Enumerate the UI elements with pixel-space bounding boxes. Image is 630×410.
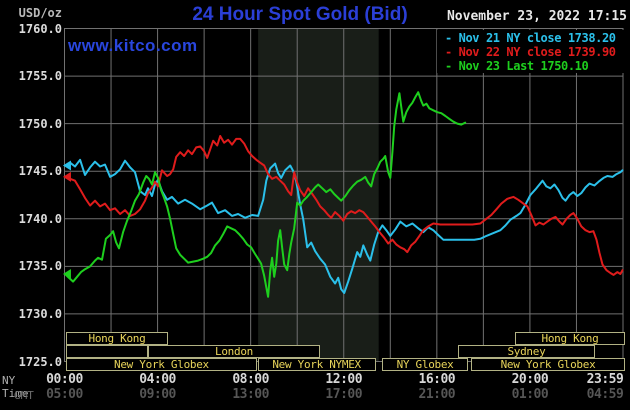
x-tick-label-ny: 12:00 [325,372,363,387]
session-box-hong-kong: Hong Kong [65,332,169,345]
x-tick-label-gmt: 21:00 [418,387,456,402]
y-tick-label: 1725.0 [18,354,62,369]
legend: - Nov 21 NY close 1738.20- Nov 22 NY clo… [437,29,629,73]
session-box-london: London [148,345,320,358]
ny-time-axis-name: NY Time [2,374,29,400]
x-tick-label-gmt: 13:00 [232,387,269,402]
x-tick-label-gmt: 01:00 [511,387,549,402]
session-box-ny-globex: NY Globex [382,358,468,371]
x-tick-label-ny: 23:59 [586,372,624,387]
x-tick-label-ny: 00:00 [46,372,83,387]
session-box [65,345,148,358]
session-box-sydney: Sydney [457,345,596,358]
series-line-nov-23 [64,91,467,298]
session-box-new-york-nymex: New York NYMEX [257,358,376,371]
y-tick-label: 1750.0 [18,116,62,131]
kitco-watermark-link[interactable]: www.kitco.com [68,36,198,55]
page-title: 24 Hour Spot Gold (Bid) [192,4,408,25]
x-tick-label-ny: 04:00 [139,372,176,387]
x-tick-label-gmt: 05:00 [46,387,83,402]
y-tick-label: 1760.0 [18,21,62,36]
series-start-marker [62,171,71,182]
gmt-axis-name: GMT [14,389,34,402]
series-line-nov-22 [64,135,624,276]
y-tick-label: 1745.0 [18,164,62,179]
legend-item: - Nov 21 NY close 1738.20 [445,30,616,45]
x-tick-label-ny: 08:00 [232,372,269,387]
x-tick-label-ny: 16:00 [418,372,456,387]
legend-item: - Nov 22 NY close 1739.90 [445,44,616,59]
session-box-hong-kong: Hong Kong [515,332,625,345]
chart-timestamp: November 23, 2022 17:15 [446,9,627,24]
y-tick-label: 1735.0 [18,259,62,274]
series-start-marker [62,268,71,279]
x-tick-label-gmt: 04:59 [586,387,624,402]
session-box-new-york-globex: New York Globex [65,358,257,371]
x-tick-label-gmt: 09:00 [139,387,176,402]
series-line-nov-21 [64,158,624,294]
unit-label: USD/oz [18,6,62,20]
y-tick-label: 1730.0 [18,306,62,321]
y-tick-label: 1740.0 [18,211,62,226]
legend-item: - Nov 23 Last 1750.10 [445,58,589,73]
x-tick-label-gmt: 17:00 [325,387,363,402]
series-start-marker [62,160,71,171]
session-box-new-york-globex: New York Globex [471,358,625,371]
x-tick-label-ny: 20:00 [511,372,549,387]
nymex-hours-band [258,28,379,362]
y-tick-label: 1755.0 [18,69,62,84]
